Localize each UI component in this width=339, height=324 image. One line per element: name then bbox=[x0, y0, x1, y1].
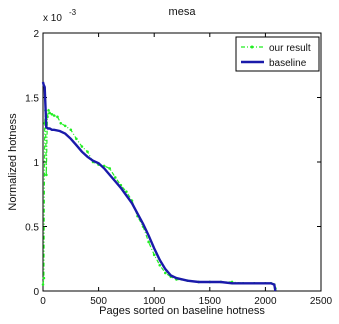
data-point-our-result bbox=[158, 263, 162, 267]
y-tick-label: 1.5 bbox=[25, 94, 39, 105]
data-point-our-result bbox=[59, 122, 63, 125]
data-point-our-result bbox=[52, 114, 56, 117]
data-point-our-result bbox=[147, 240, 150, 244]
data-point-our-result bbox=[50, 112, 54, 116]
series-line-baseline bbox=[41, 81, 277, 292]
x-tick-label: 500 bbox=[90, 296, 107, 307]
data-point-our-result bbox=[69, 128, 73, 132]
data-point-our-result bbox=[164, 271, 167, 275]
data-point-our-result bbox=[45, 173, 48, 177]
data-point-our-result bbox=[152, 253, 156, 257]
legend-label: our result bbox=[269, 43, 311, 54]
x-tick-label: 1000 bbox=[143, 296, 166, 307]
y-tick-label: 1 bbox=[33, 158, 39, 169]
data-point-our-result bbox=[113, 176, 117, 179]
data-point-our-result bbox=[86, 150, 89, 153]
x-tick-label: 2500 bbox=[310, 296, 333, 307]
data-point-our-result bbox=[48, 111, 51, 115]
legend-label: baseline bbox=[269, 58, 307, 69]
y-axis-label: Normalized hotness bbox=[7, 113, 19, 211]
legend: our result baseline bbox=[235, 36, 320, 72]
y-tick-label: 0 bbox=[33, 287, 39, 298]
x-tick-label: 0 bbox=[40, 296, 46, 307]
plot-area: 0 500 1000 1500 2000 2500 0 0.5 1 1.5 2 bbox=[25, 29, 332, 307]
y-exponent-power: -3 bbox=[69, 8, 77, 17]
data-point-our-result bbox=[80, 145, 84, 148]
data-point-our-result bbox=[75, 137, 78, 141]
data-point-our-result bbox=[41, 283, 45, 286]
data-point-our-result bbox=[108, 167, 112, 170]
y-exponent-label: x 10 bbox=[43, 13, 62, 24]
data-point-our-result bbox=[42, 276, 46, 280]
data-point-our-result bbox=[63, 124, 67, 128]
x-tick-label: 1500 bbox=[199, 296, 222, 307]
legend-box bbox=[235, 36, 320, 72]
data-point-our-result bbox=[47, 109, 50, 112]
legend-marker-our-result bbox=[250, 45, 254, 49]
data-point-our-result bbox=[56, 115, 59, 119]
x-axis-label: Pages sorted on baseline hotness bbox=[99, 305, 265, 317]
x-tick-label: 2000 bbox=[254, 296, 277, 307]
data-point-our-result bbox=[125, 190, 128, 193]
chart-title: mesa bbox=[169, 6, 197, 18]
y-tick-label: 2 bbox=[33, 29, 39, 40]
y-tick-label: 0.5 bbox=[25, 223, 39, 234]
